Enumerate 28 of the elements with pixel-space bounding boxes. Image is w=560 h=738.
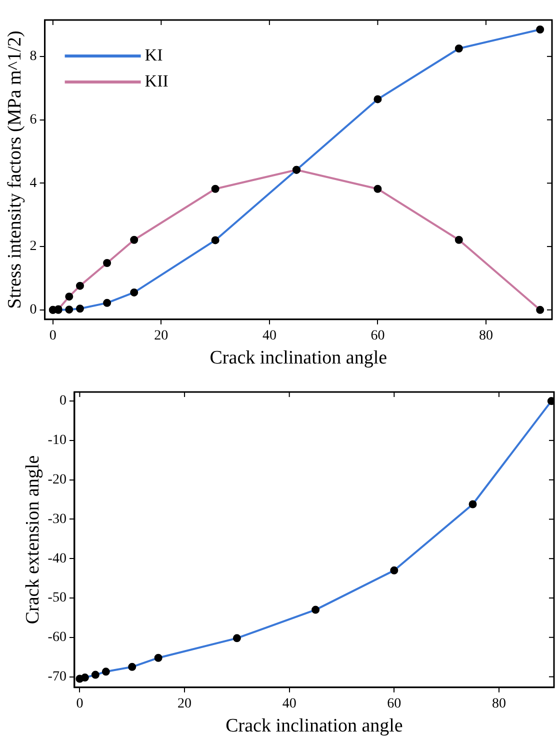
y-tick-label: 0 — [30, 302, 37, 318]
x-tick-label: 0 — [76, 696, 84, 712]
y-tick-label: -60 — [48, 630, 66, 646]
y-tick-label: -10 — [48, 433, 66, 448]
x-axis-title: Crack inclination angle — [210, 348, 388, 369]
x-tick-label: 80 — [492, 696, 506, 712]
y-axis-title: Crack extension angle — [22, 455, 44, 624]
y-tick-label: -40 — [48, 551, 66, 566]
y-tick-label: 8 — [30, 49, 37, 64]
x-tick-label: 20 — [178, 696, 192, 712]
y-tick-label: -70 — [48, 669, 66, 684]
x-tick-label: 40 — [282, 696, 296, 712]
y-tick-label: -20 — [48, 472, 66, 488]
x-tick-label: 20 — [154, 328, 168, 344]
y-tick-label: 4 — [30, 176, 37, 191]
x-tick-label: 60 — [370, 328, 385, 344]
x-tick-label: 60 — [387, 696, 402, 712]
legend-label: KII — [144, 71, 169, 90]
y-axis-title: Stress intensity factors (MPa m^1/2) — [4, 30, 26, 309]
legend-label: KI — [144, 45, 164, 64]
x-tick-label: 80 — [478, 328, 493, 344]
y-tick-label: 0 — [59, 394, 66, 409]
y-tick-label: -50 — [48, 590, 66, 606]
y-tick-label: 6 — [30, 112, 37, 128]
x-axis-title: Crack inclination angle — [226, 716, 403, 737]
y-tick-label: 2 — [30, 239, 37, 254]
y-tick-label: -30 — [48, 512, 66, 527]
x-tick-label: 40 — [262, 328, 276, 344]
